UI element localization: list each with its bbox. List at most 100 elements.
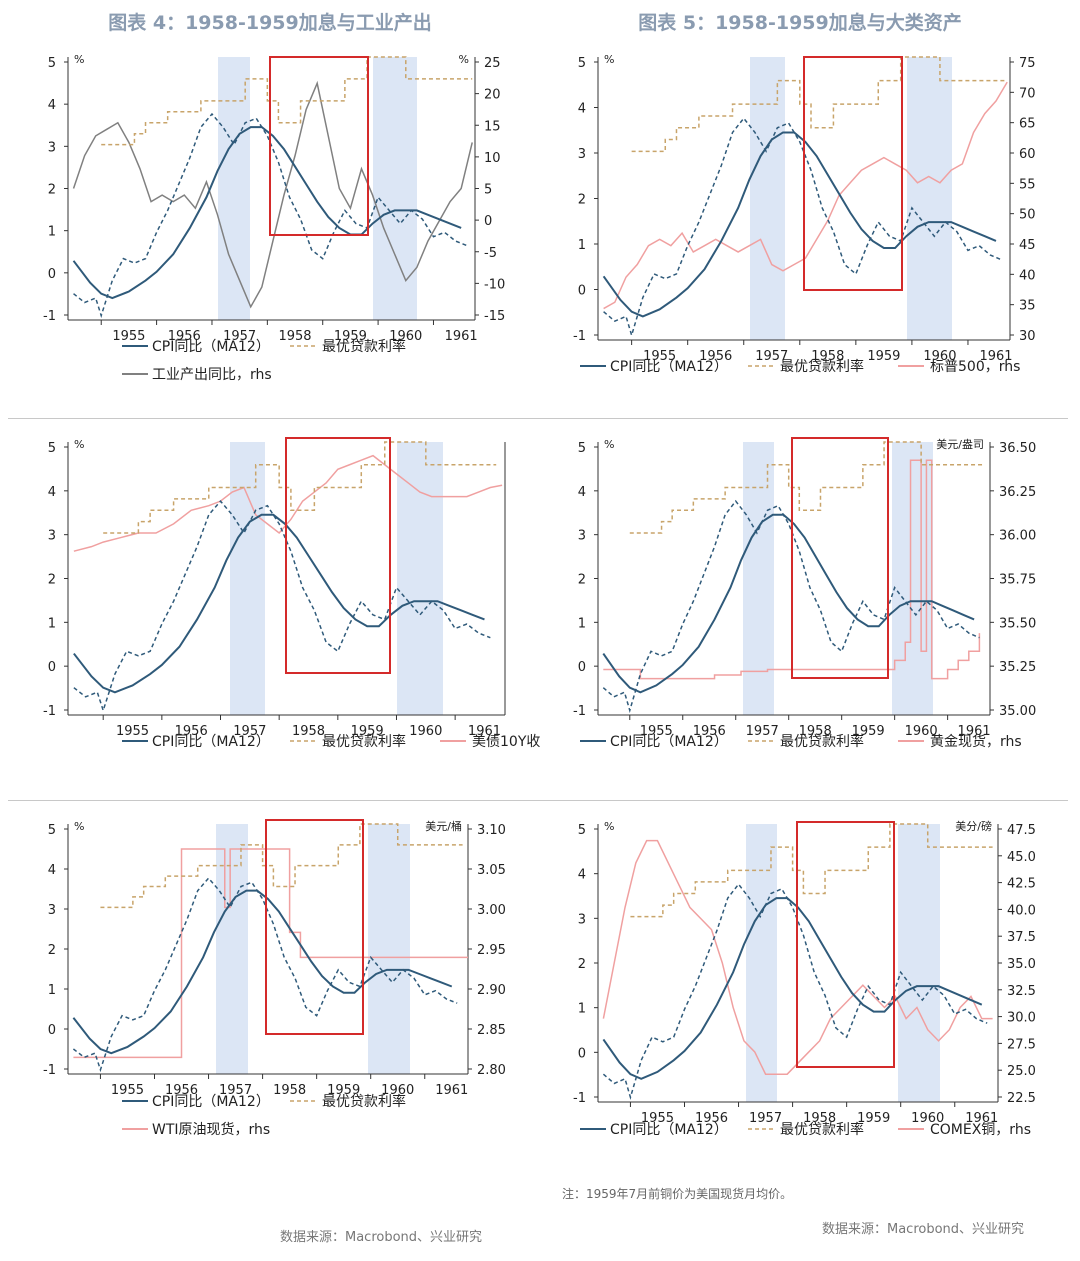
highlight-box: [791, 437, 889, 679]
legend-cpi-label: CPI同比（MA12）: [152, 339, 270, 355]
right-unit-label: 美分/磅: [955, 819, 992, 833]
x-tick-label: 1957: [755, 349, 788, 364]
x-tick-label: 1961: [965, 1111, 998, 1126]
left-tick-label: 0: [48, 267, 56, 282]
right-tick-label: 35: [1019, 299, 1036, 314]
hike-band-2: [397, 442, 443, 715]
prime-rate-line: [629, 441, 985, 534]
prime-rate-line: [103, 441, 497, 534]
right-tick-label: 35.0: [1007, 957, 1036, 972]
x-tick-label: 1959: [857, 1111, 890, 1126]
left-tick-label: 5: [48, 823, 56, 838]
left-tick-label: -1: [573, 329, 586, 344]
legend-cpi-label: CPI同比（MA12）: [610, 1122, 728, 1138]
rhs-series-line: [73, 454, 503, 552]
left-tick-label: 3: [578, 147, 586, 162]
right-tick-label: 35.00: [999, 704, 1036, 719]
left-tick-label: 5: [578, 823, 586, 838]
rhs-series-line: [73, 848, 468, 1059]
left-tick-label: 5: [48, 441, 56, 456]
source-left: 数据来源：Macrobond、兴业研究: [280, 1230, 483, 1245]
right-tick-label: 75: [1019, 56, 1036, 71]
right-tick-label: 25.0: [1007, 1064, 1036, 1079]
x-tick-label: 1957: [219, 1083, 252, 1098]
cpi-ma12-line: [602, 131, 997, 318]
x-tick-label: 1960: [905, 724, 938, 739]
left-tick-label: 4: [578, 102, 586, 117]
x-tick-label: 1957: [746, 724, 779, 739]
left-tick-label: 2: [578, 573, 586, 588]
x-tick-label: 1957: [749, 1111, 782, 1126]
right-tick-label: 55: [1019, 177, 1036, 192]
x-tick-label: 1956: [165, 1083, 198, 1098]
right-tick-label: 35.75: [999, 573, 1036, 588]
divider-bottom: [8, 800, 1068, 801]
x-tick-label: 1958: [292, 724, 325, 739]
cpi-monthly-dashed-line: [602, 883, 988, 1101]
cpi-ma12-line: [73, 513, 485, 694]
left-tick-label: 5: [578, 441, 586, 456]
left-tick-label: 0: [578, 660, 586, 675]
left-tick-label: 4: [48, 98, 56, 113]
left-unit-label: %: [74, 438, 84, 451]
right-unit-label: %: [459, 53, 469, 66]
right-unit-label: 美元/桶: [425, 819, 462, 833]
right-tick-label: 36.25: [999, 485, 1036, 500]
right-tick-label: 40.0: [1007, 903, 1036, 918]
right-tick-label: 30: [1019, 329, 1036, 344]
x-tick-label: 1961: [958, 724, 991, 739]
left-tick-label: 4: [48, 485, 56, 500]
right-tick-label: 27.5: [1007, 1037, 1036, 1052]
x-tick-label: 1958: [803, 1111, 836, 1126]
left-tick-label: 0: [48, 660, 56, 675]
x-tick-label: 1959: [327, 1083, 360, 1098]
left-unit-label: %: [74, 53, 84, 66]
left-tick-label: 3: [48, 529, 56, 544]
right-tick-label: -5: [484, 246, 497, 261]
x-tick-label: 1956: [693, 724, 726, 739]
legend-rhs-label: 标普500，rhs: [930, 359, 1020, 375]
chart-comex-copper: 5 4 3 2 1 0 -1% 47.5 45.0 42.5 40.0 37.5 35.0 32.5 30.…: [573, 819, 1036, 1138]
cpi-monthly-dashed-line: [73, 499, 491, 713]
chart-sp500: 5 4 3 2 1 0 -1% 75 70 65 60 55 50 45 40 35 30 1955 1956 195…: [573, 53, 1036, 375]
left-unit-label: %: [604, 438, 614, 451]
x-tick-label: 1955: [643, 349, 676, 364]
legend-cpi-label: CPI同比（MA12）: [152, 734, 270, 750]
hike-band-1: [743, 442, 774, 715]
prime-rate-line: [631, 56, 1008, 153]
cpi-ma12-line: [72, 889, 453, 1055]
legend-cpi-label: CPI同比（MA12）: [152, 1094, 270, 1110]
prime-rate-line: [100, 823, 463, 909]
left-tick-label: -1: [43, 309, 56, 324]
x-tick-label: 1957: [233, 724, 266, 739]
left-unit-label: %: [604, 820, 614, 833]
right-tick-label: 2.90: [477, 983, 506, 998]
legend-rhs-label: COMEX铜，rhs: [930, 1122, 1031, 1138]
left-tick-label: 1: [48, 616, 56, 631]
x-tick-label: 1961: [468, 724, 501, 739]
right-tick-label: 20: [484, 88, 501, 103]
right-tick-label: 10: [484, 151, 501, 166]
right-tick-label: 70: [1019, 86, 1036, 101]
left-figure-title: 图表 4：1958-1959加息与工业产出: [108, 12, 432, 34]
right-tick-label: 36.00: [999, 529, 1036, 544]
left-unit-label: %: [74, 820, 84, 833]
right-tick-label: 40: [1019, 268, 1036, 283]
x-tick-label: 1960: [409, 724, 442, 739]
legend-rhs-label: WTI原油现货，rhs: [152, 1121, 270, 1138]
chart-gold: 5 4 3 2 1 0 -1% 36.50 36.25 36.00 35.75 35.50 35.25 3…: [573, 437, 1036, 750]
right-tick-label: 60: [1019, 147, 1036, 162]
left-tick-label: 4: [578, 485, 586, 500]
hike-band-1: [746, 824, 777, 1102]
cpi-ma12-line: [602, 897, 983, 1080]
chart-wti-oil: 5 4 3 2 1 0 -1% 3.10 3.05 3.00 2.95 2.90 2.85 2.80 美元/…: [43, 819, 506, 1138]
right-tick-label: 2.80: [477, 1063, 506, 1078]
right-tick-label: 3.00: [477, 903, 506, 918]
x-tick-label: 1961: [435, 1083, 468, 1098]
left-tick-label: 4: [578, 868, 586, 883]
cpi-ma12-line: [602, 513, 975, 694]
legend-prime-label: 最优贷款利率: [322, 338, 406, 355]
legend-prime-label: 最优贷款利率: [780, 1121, 864, 1138]
left-tick-label: 1: [48, 225, 56, 240]
left-tick-label: -1: [43, 1063, 56, 1078]
